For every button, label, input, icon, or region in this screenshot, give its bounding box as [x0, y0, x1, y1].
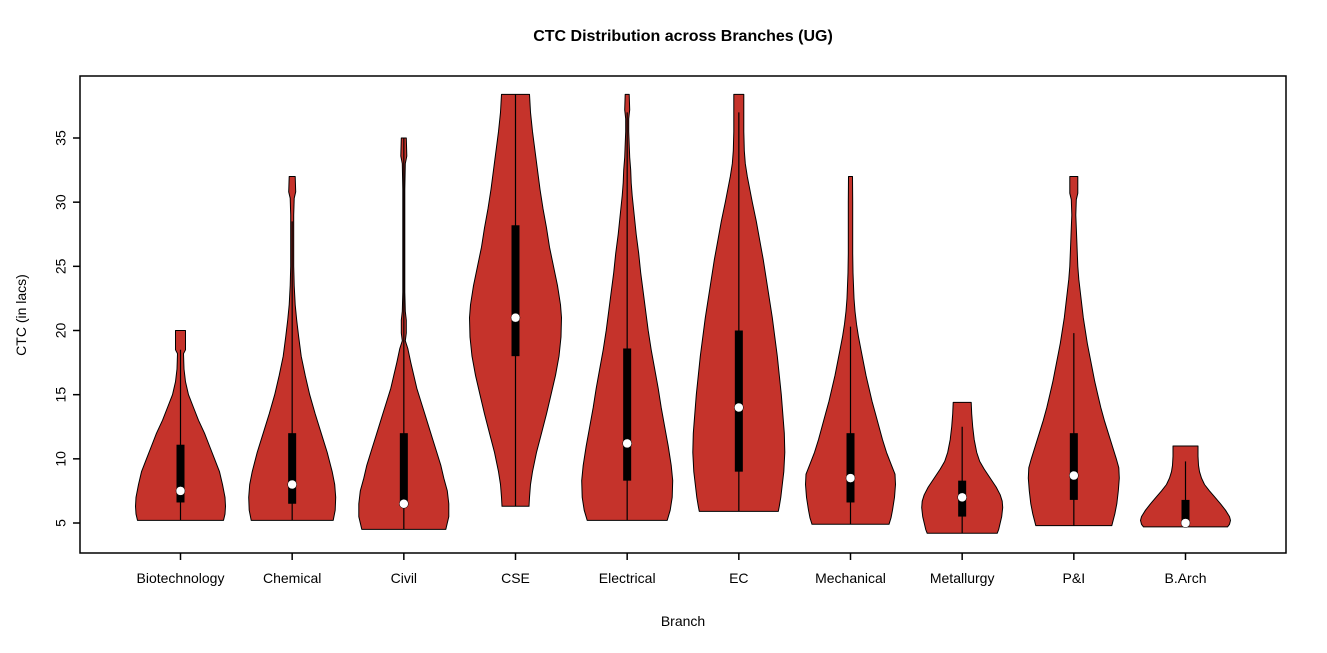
median-dot-mechanical	[845, 473, 856, 483]
median-dot-cse	[510, 312, 521, 323]
median-dot-ec	[734, 402, 744, 413]
x-tick-label: Electrical	[599, 570, 656, 586]
median-dot-biotechnology	[175, 486, 186, 496]
y-tick-label: 10	[53, 451, 69, 467]
x-tick-label: EC	[729, 570, 748, 586]
y-tick-label: 35	[53, 130, 69, 146]
x-tick-label: Mechanical	[815, 570, 886, 586]
iqr-box-ec	[734, 330, 743, 472]
y-tick-label: 25	[53, 258, 69, 274]
median-dot-p-i	[1069, 470, 1079, 481]
plot-frame	[79, 75, 1287, 554]
x-tick-label: Chemical	[263, 570, 321, 586]
median-dot-b-arch	[1180, 518, 1191, 528]
median-dot-chemical	[287, 479, 297, 490]
iqr-box-b-arch	[1181, 499, 1190, 523]
x-tick-label: B.Arch	[1164, 570, 1206, 586]
iqr-box-p-i	[1069, 433, 1078, 500]
iqr-box-biotechnology	[176, 444, 185, 503]
median-dot-civil	[399, 499, 409, 509]
x-tick-label: Biotechnology	[137, 570, 225, 586]
iqr-box-civil	[399, 433, 408, 507]
x-tick-label: P&I	[1063, 570, 1086, 586]
x-tick-label: CSE	[501, 570, 530, 586]
iqr-box-electrical	[623, 348, 632, 481]
y-tick-label: 20	[53, 323, 69, 339]
y-tick-label: 15	[53, 387, 69, 403]
y-tick-label: 30	[53, 194, 69, 210]
iqr-box-cse	[511, 225, 520, 357]
median-dot-metallurgy	[957, 492, 967, 503]
x-axis-title: Branch	[661, 613, 705, 629]
iqr-box-mechanical	[846, 433, 855, 503]
plot-area: 5 10 15 20 25 30 35 Biotechnology Chemical Civil C…	[53, 75, 1287, 586]
chart-title: CTC Distribution across Branches (UG)	[533, 28, 833, 45]
x-tick-label: Civil	[391, 570, 417, 586]
y-tick-label: 5	[53, 519, 69, 527]
iqr-box-chemical	[288, 433, 297, 504]
median-dot-electrical	[622, 438, 632, 449]
x-tick-label: Metallurgy	[930, 570, 995, 586]
y-axis-title: CTC (in lacs)	[13, 274, 29, 356]
